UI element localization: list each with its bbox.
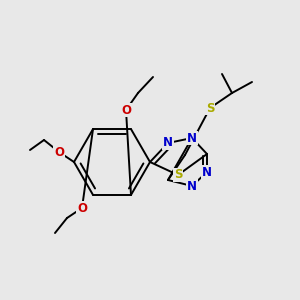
Text: O: O: [54, 146, 64, 158]
Text: N: N: [163, 136, 173, 149]
Text: N: N: [202, 166, 212, 178]
Text: N: N: [187, 179, 197, 193]
Text: S: S: [206, 101, 214, 115]
Text: O: O: [77, 202, 87, 214]
Text: O: O: [121, 103, 131, 116]
Text: S: S: [174, 169, 182, 182]
Text: N: N: [187, 131, 197, 145]
